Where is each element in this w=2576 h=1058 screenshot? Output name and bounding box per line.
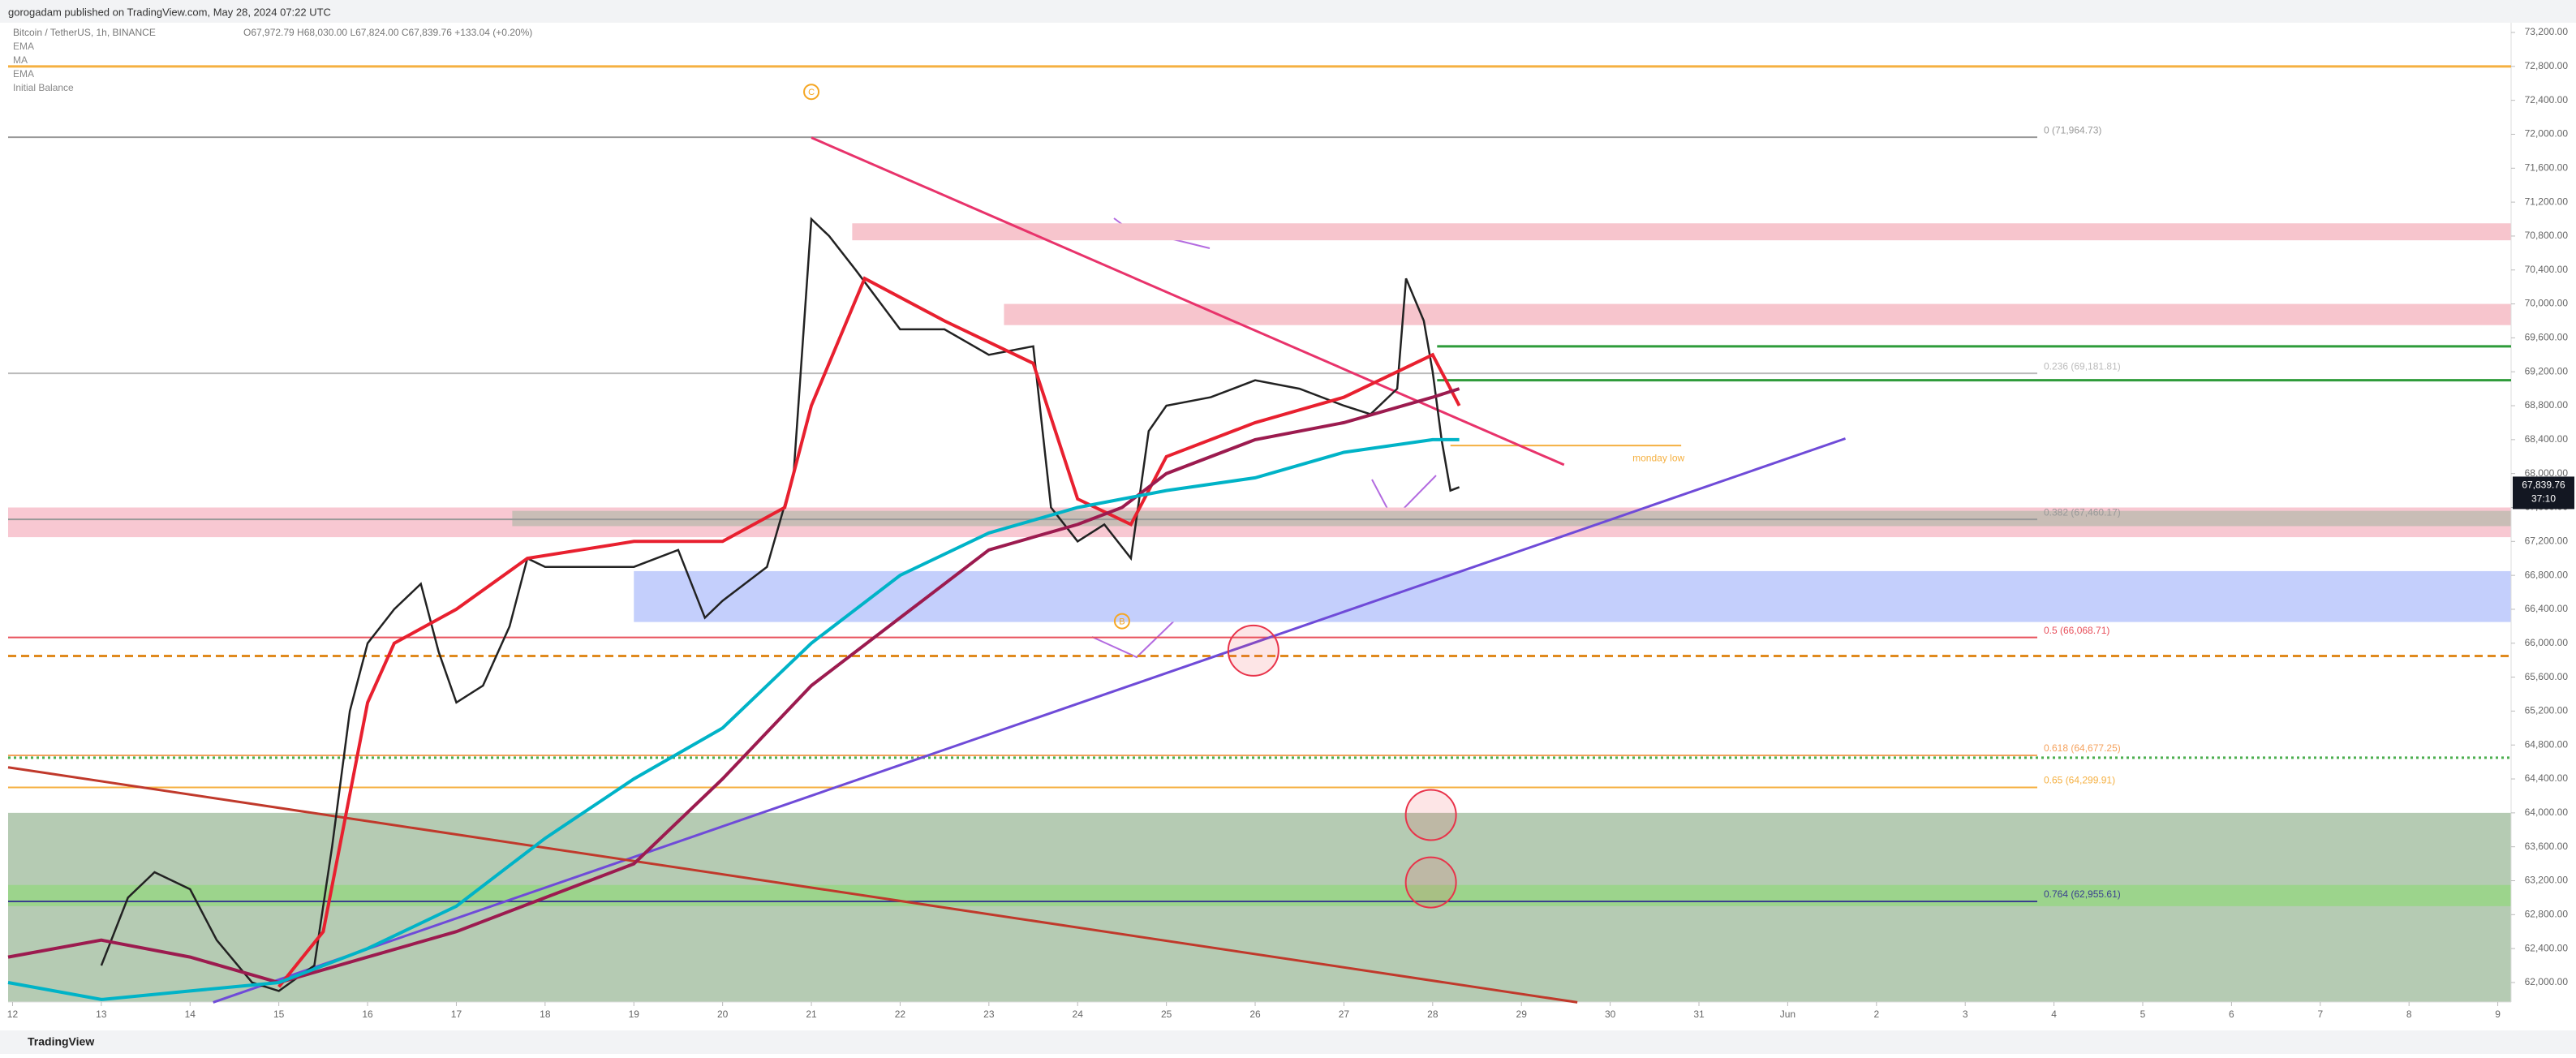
fib-label: 0.382 (67,460.17): [2044, 506, 2121, 518]
zone: [634, 570, 2511, 622]
y-tick-label: 63,200.00: [2525, 875, 2569, 886]
x-tick-label: 5: [2140, 1009, 2146, 1020]
fib-label: 0.618 (64,677.25): [2044, 742, 2121, 754]
y-tick-label: 64,000.00: [2525, 806, 2569, 818]
y-tick-label: 73,200.00: [2525, 26, 2569, 37]
footer-brand: TradingView: [28, 1035, 94, 1048]
legend-symbol: Bitcoin / TetherUS, 1h, BINANCE: [13, 27, 156, 38]
x-tick-label: 24: [1073, 1009, 1084, 1020]
x-tick-label: 31: [1693, 1009, 1705, 1020]
x-tick-label: 16: [362, 1009, 373, 1020]
target-circle: [1227, 624, 1279, 677]
trend-line: [811, 136, 1565, 467]
fib-label: 0.236 (69,181.81): [2044, 360, 2121, 372]
wave-marker: [803, 84, 820, 101]
y-tick-label: 70,400.00: [2525, 264, 2569, 275]
y-tick-label: 72,400.00: [2525, 94, 2569, 105]
x-tick-label: 12: [7, 1009, 19, 1020]
y-tick-label: 71,200.00: [2525, 196, 2569, 207]
countdown: 37:10: [2531, 493, 2556, 505]
x-tick-label: 3: [1963, 1009, 1968, 1020]
y-tick-label: 72,800.00: [2525, 60, 2569, 71]
fib-label: 0.65 (64,299.91): [2044, 775, 2115, 786]
wave-marker: [1113, 613, 1130, 630]
arrow: [1091, 604, 1192, 659]
x-tick-label: 26: [1249, 1009, 1261, 1020]
y-tick-label: 66,400.00: [2525, 603, 2569, 614]
fib-label: 0.5 (66,068.71): [2044, 625, 2109, 636]
footer-bar: [0, 1030, 2576, 1054]
zone: [1004, 303, 2511, 325]
y-tick-label: 72,000.00: [2525, 128, 2569, 140]
y-tick-label: 67,200.00: [2525, 535, 2569, 546]
legend-indicator: Initial Balance: [13, 82, 74, 93]
y-tick-label: 70,800.00: [2525, 230, 2569, 241]
trend-line: [213, 437, 1847, 1004]
x-tick-label: 23: [983, 1009, 995, 1020]
x-tick-label: 17: [451, 1009, 462, 1020]
y-tick-label: 66,000.00: [2525, 637, 2569, 648]
y-tick-label: 70,000.00: [2525, 298, 2569, 309]
y-tick-label: 68,800.00: [2525, 399, 2569, 411]
x-tick-label: 29: [1516, 1009, 1528, 1020]
x-tick-label: 30: [1605, 1009, 1616, 1020]
x-tick-label: 27: [1339, 1009, 1350, 1020]
fib-label: 0.764 (62,955.61): [2044, 888, 2121, 900]
x-tick-label: 4: [2051, 1009, 2057, 1020]
indicator-line: [7, 437, 1460, 1001]
y-tick-label: 69,200.00: [2525, 365, 2569, 376]
x-tick-label: 2: [1873, 1009, 1879, 1020]
y-tick-label: 71,600.00: [2525, 161, 2569, 173]
y-tick-label: 68,400.00: [2525, 433, 2569, 445]
legend-ohlc: O67,972.79 H68,030.00 L67,824.00 C67,839…: [243, 27, 532, 38]
y-tick-label: 66,800.00: [2525, 569, 2569, 580]
zone: [8, 884, 2511, 906]
legend-indicator: EMA: [13, 68, 34, 80]
wave-label: B: [1119, 617, 1125, 626]
y-tick-label: 68,000.00: [2525, 467, 2569, 479]
header-bar: [0, 0, 2576, 23]
y-tick-label: 62,000.00: [2525, 976, 2569, 987]
y-tick-label: 62,400.00: [2525, 942, 2569, 953]
fib-label: 0 (71,964.73): [2044, 124, 2101, 135]
target-circle: [1404, 856, 1457, 909]
price-label-box: [2513, 476, 2574, 510]
x-tick-label: 22: [895, 1009, 906, 1020]
y-tick-label: 62,800.00: [2525, 908, 2569, 919]
zone: [8, 812, 2511, 1002]
zone: [512, 510, 2511, 527]
y-tick-label: 64,400.00: [2525, 772, 2569, 784]
y-tick-label: 65,200.00: [2525, 705, 2569, 716]
monday-low-label: monday low: [1632, 452, 1684, 463]
y-tick-label: 65,600.00: [2525, 671, 2569, 682]
y-tick-label: 64,800.00: [2525, 738, 2569, 750]
x-tick-label: 15: [273, 1009, 285, 1020]
x-tick-label: 14: [185, 1009, 196, 1020]
x-tick-label: 19: [629, 1009, 640, 1020]
legend-indicator: EMA: [13, 41, 34, 52]
indicator-line: [277, 276, 1461, 988]
wave-label: C: [808, 88, 815, 97]
y-tick-label: 69,600.00: [2525, 332, 2569, 343]
x-tick-label: 13: [96, 1009, 107, 1020]
x-tick-label: 9: [2495, 1009, 2501, 1020]
legend-indicator: MA: [13, 54, 28, 66]
publisher: gorogadam published on TradingView.com, …: [8, 6, 331, 18]
price-label: 67,839.76: [2522, 480, 2565, 491]
target-circle: [1404, 789, 1457, 841]
x-tick-label: 25: [1161, 1009, 1172, 1020]
x-tick-label: 6: [2229, 1009, 2234, 1020]
x-tick-label: 7: [2317, 1009, 2323, 1020]
x-tick-label: 20: [717, 1009, 729, 1020]
x-tick-label: 28: [1427, 1009, 1439, 1020]
x-tick-label: 8: [2406, 1009, 2412, 1020]
y-tick-label: 63,600.00: [2525, 841, 2569, 852]
x-tick-label: 18: [540, 1009, 551, 1020]
zone: [852, 223, 2511, 241]
x-tick-label: Jun: [1780, 1009, 1795, 1020]
x-tick-label: 21: [806, 1009, 817, 1020]
trend-line: [7, 766, 1578, 1004]
